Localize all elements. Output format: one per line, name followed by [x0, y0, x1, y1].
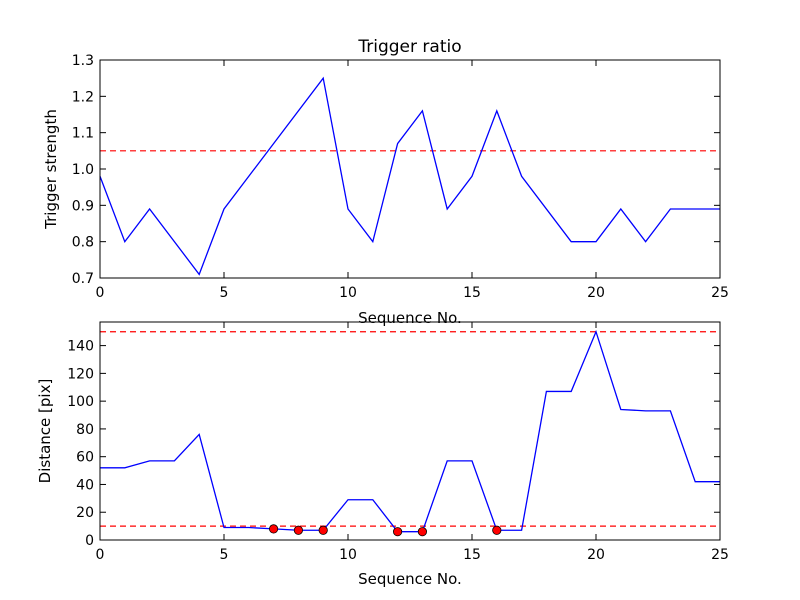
x-axis-label: Sequence No.: [358, 309, 462, 327]
chart-title: Trigger ratio: [357, 37, 461, 57]
data-point-marker: [417, 527, 427, 537]
y-tick-label: 80: [76, 422, 94, 438]
y-axis-label: Trigger strength: [42, 109, 60, 230]
x-tick-label: 0: [96, 285, 105, 301]
x-tick-label: 10: [339, 547, 357, 563]
y-tick-label: 20: [76, 505, 94, 521]
x-axis-label: Sequence No.: [358, 570, 462, 588]
data-point-marker: [318, 525, 328, 535]
subplot-trigger-ratio: Trigger ratio 0 5 10 15 20 25 0.7 0.8 0.9 1.0 1.1…: [42, 37, 729, 327]
y-tick-label: 100: [67, 394, 94, 410]
y-tick-label: 140: [67, 339, 94, 355]
y-tick-label: 60: [76, 450, 94, 466]
x-tick-label: 15: [463, 285, 481, 301]
x-tick-label: 15: [463, 547, 481, 563]
x-tick-label: 0: [96, 547, 105, 563]
y-tick-label: 0: [85, 533, 94, 549]
x-tick-label: 25: [711, 285, 729, 301]
x-tick-label: 5: [220, 547, 229, 563]
x-tick-label: 20: [587, 547, 605, 563]
axes-frame: [99, 321, 721, 541]
axes-frame: [99, 59, 721, 279]
data-point-marker: [293, 525, 303, 535]
y-tick-label: 1.3: [72, 53, 94, 69]
data-point-marker: [268, 524, 279, 534]
y-axis-label: Distance [pix]: [36, 379, 54, 484]
x-tick-label: 10: [339, 285, 357, 301]
y-tick-label: 1.2: [72, 89, 94, 105]
series-line: [100, 329, 720, 533]
y-tick-label: 1.0: [72, 162, 94, 178]
x-tick-label: 5: [220, 285, 229, 301]
series-line: [99, 76, 720, 276]
x-tick-label: 20: [587, 285, 605, 301]
y-tick-label: 40: [76, 477, 94, 493]
data-point-marker: [392, 527, 403, 537]
y-tick-label: 0.8: [72, 235, 94, 251]
subplot-distance: 0 5 10 15 20 25 0 20 40 60 80 100 120 140 Sequence N…: [36, 321, 729, 588]
y-tick-label: 120: [67, 366, 94, 382]
y-tick-label: 0.7: [72, 271, 94, 287]
x-tick-label: 25: [711, 547, 729, 563]
data-point-marker: [492, 525, 502, 535]
y-tick-label: 0.9: [72, 198, 94, 214]
y-tick-label: 1.1: [72, 126, 94, 142]
